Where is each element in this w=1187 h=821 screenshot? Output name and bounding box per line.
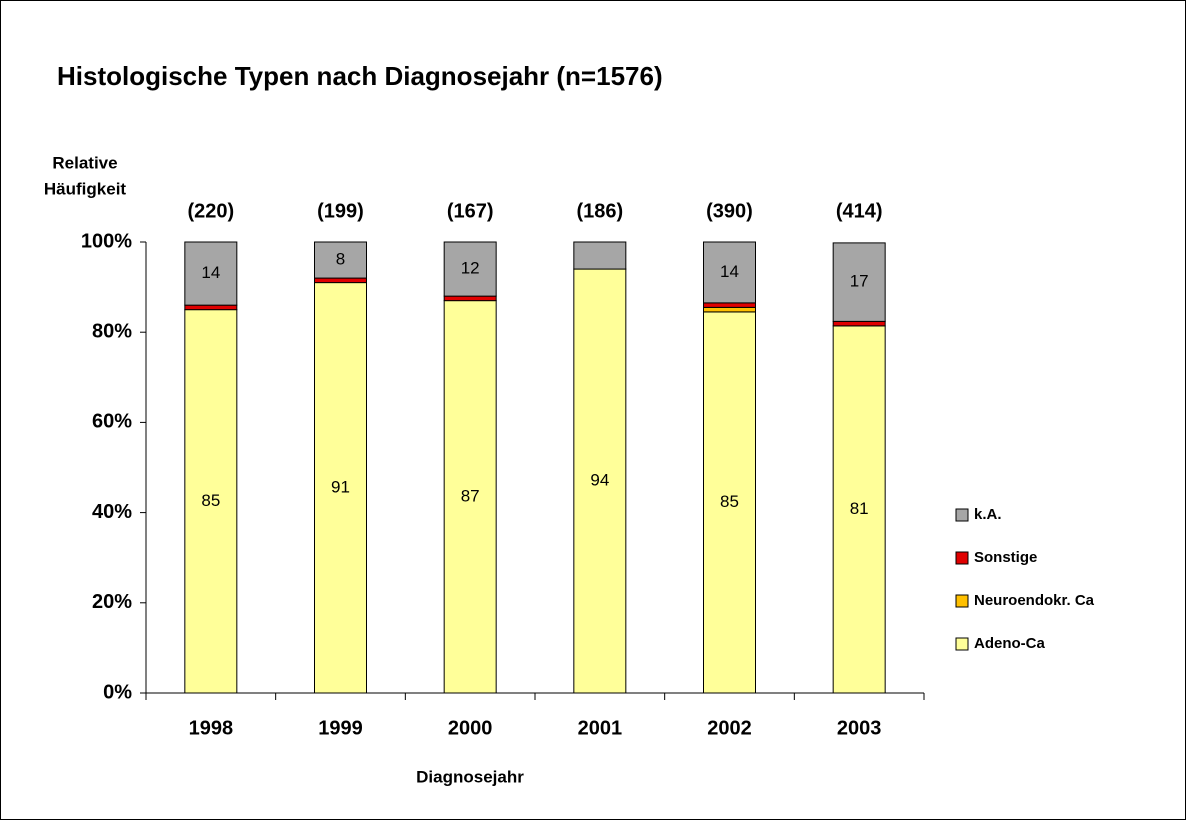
data-label: 14 <box>201 263 220 282</box>
data-label: 85 <box>720 492 739 511</box>
annotation: (390) <box>706 200 753 222</box>
data-label: 17 <box>850 272 869 291</box>
x-tick-label: 2000 <box>448 717 493 739</box>
legend-label: Neuroendokr. Ca <box>974 592 1095 609</box>
data-label: 8 <box>336 250 345 269</box>
legend-label: Sonstige <box>974 549 1037 566</box>
y-tick-label: 20% <box>92 591 132 613</box>
data-label: 81 <box>850 499 869 518</box>
x-tick-label: 2001 <box>578 717 623 739</box>
bar-segment <box>703 311 756 694</box>
data-label: 14 <box>720 262 739 281</box>
y-tick-label: 100% <box>81 230 132 252</box>
bar-segment <box>443 295 497 302</box>
x-tick-label: 2003 <box>837 717 882 739</box>
x-tick-label: 1998 <box>189 717 234 739</box>
y-axis-label: Häufigkeit <box>44 179 127 198</box>
legend-swatch <box>955 508 969 522</box>
bar-segment <box>703 302 756 308</box>
bar-segment <box>184 309 238 694</box>
data-label: 94 <box>590 471 609 490</box>
y-tick-label: 60% <box>92 411 132 433</box>
bar-segment <box>314 282 367 694</box>
legend-swatch <box>955 637 969 651</box>
data-label: 85 <box>201 491 220 510</box>
annotation: (186) <box>576 200 623 222</box>
y-axis-label: Relative <box>52 153 117 172</box>
legend-label: Adeno-Ca <box>974 635 1045 652</box>
annotation: (167) <box>447 200 494 222</box>
legend-label: k.A. <box>974 506 1002 523</box>
bar-segment <box>703 241 756 304</box>
annotation: (414) <box>836 200 883 222</box>
bar-segment <box>184 241 238 306</box>
data-label: 12 <box>461 259 480 278</box>
annotation: (220) <box>187 200 234 222</box>
y-tick-label: 40% <box>92 501 132 523</box>
legend-swatch <box>955 551 969 565</box>
bar-segment <box>703 306 756 313</box>
y-tick-label: 80% <box>92 320 132 342</box>
bar-segment <box>832 242 886 322</box>
bar-segment <box>314 277 367 284</box>
bar-segment <box>314 241 367 279</box>
data-label: 87 <box>461 486 480 505</box>
data-label: 91 <box>331 477 350 496</box>
annotation: (199) <box>317 200 364 222</box>
x-axis-label: Diagnosejahr <box>416 767 524 786</box>
bar-segment <box>573 241 627 270</box>
y-tick-label: 0% <box>103 681 132 703</box>
x-tick-label: 2002 <box>707 717 752 739</box>
chart-title: Histologische Typen nach Diagnosejahr (n… <box>57 61 663 91</box>
bar-segment <box>184 304 238 311</box>
bar-segment <box>832 320 886 327</box>
x-tick-label: 1999 <box>318 717 363 739</box>
bar-segment <box>573 268 627 694</box>
bar-segment <box>832 325 886 694</box>
bar-segment <box>443 300 497 694</box>
legend-swatch <box>955 594 969 608</box>
bar-segment <box>443 241 497 297</box>
